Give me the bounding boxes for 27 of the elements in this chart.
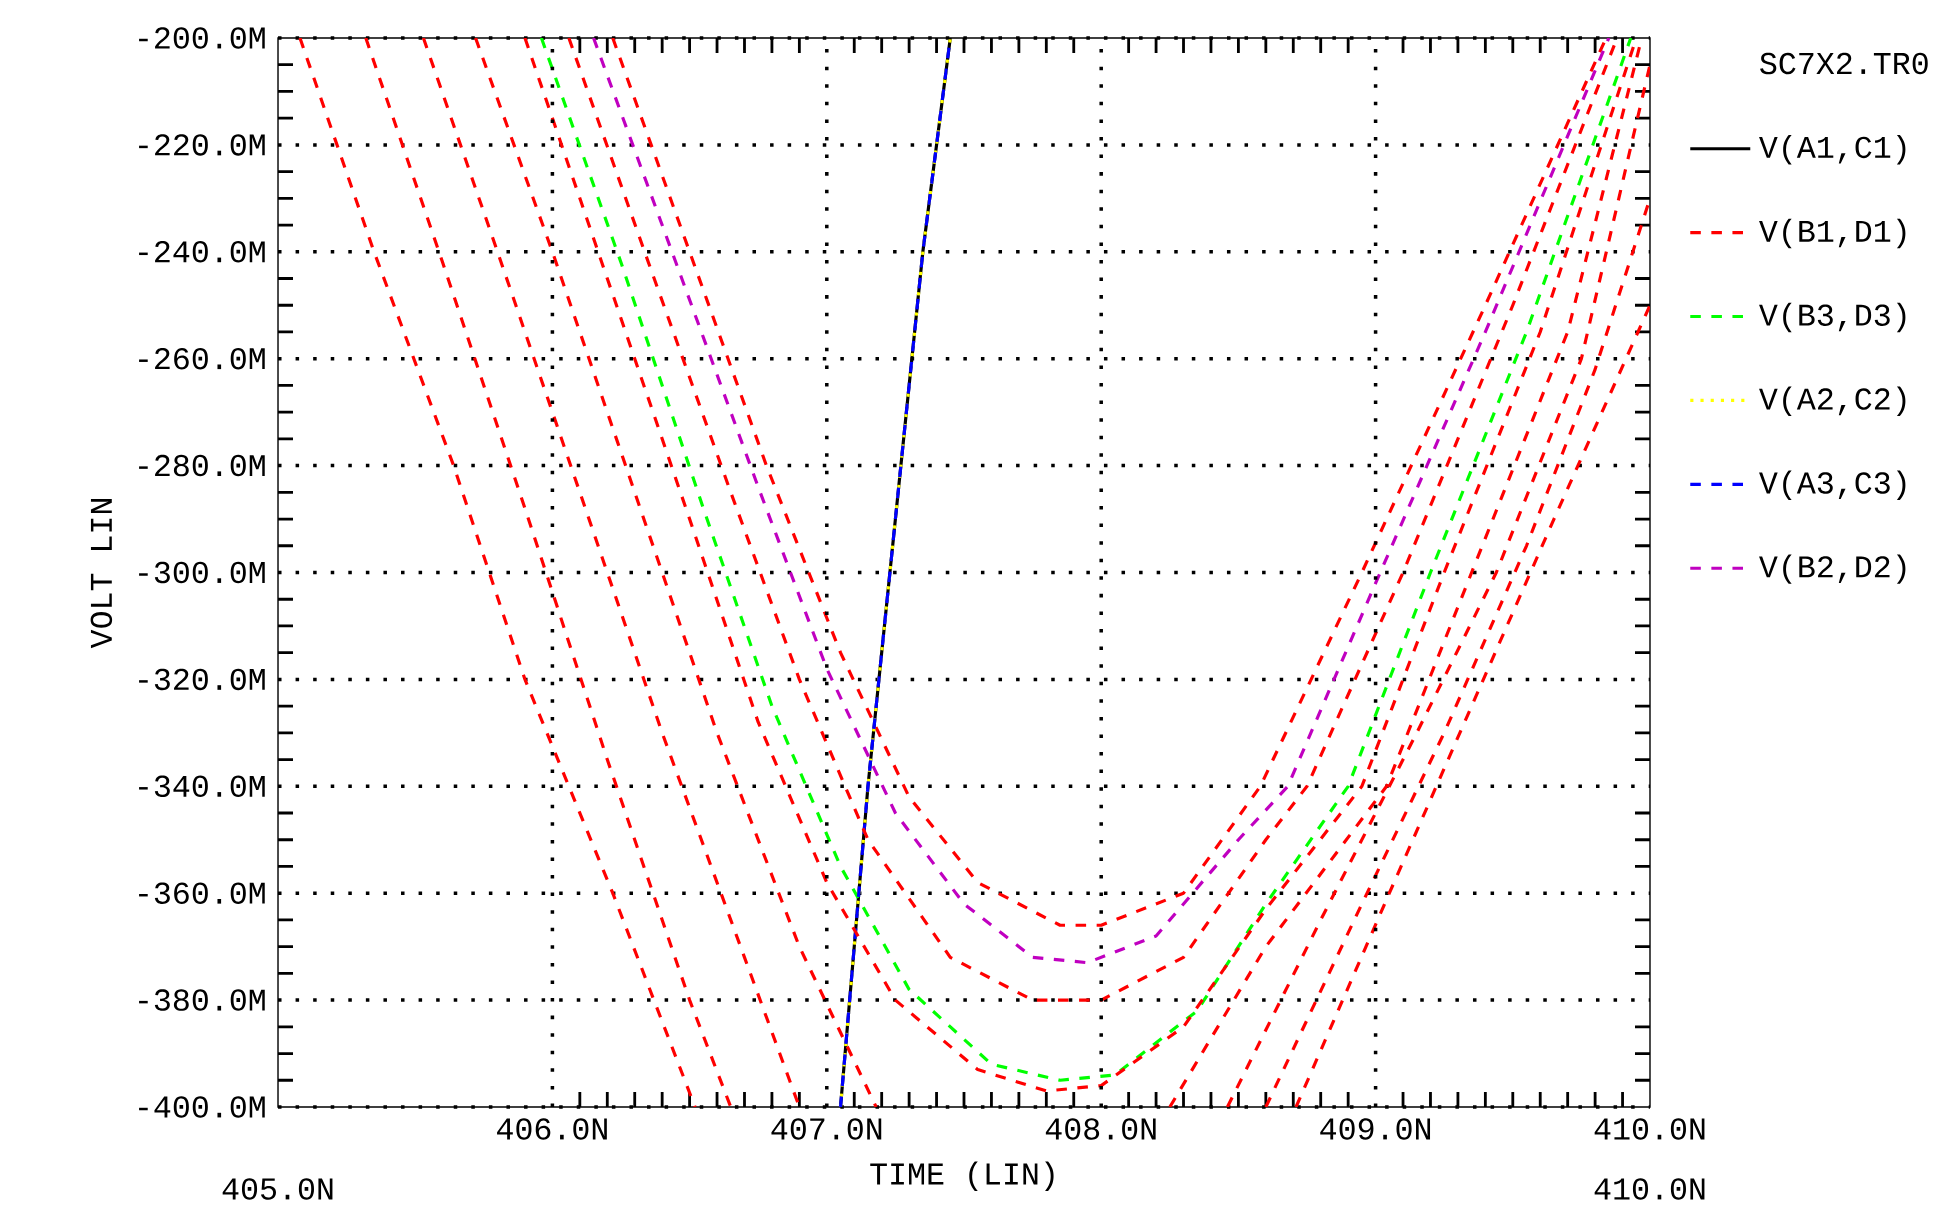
- x-tick-label: 410.0N: [1594, 1118, 1705, 1140]
- y-tick-label: -340.0M: [139, 775, 265, 798]
- y-tick-label: -240.0M: [139, 241, 265, 263]
- y-axis-title: VOLT LIN: [90, 499, 113, 649]
- y-tick-label: -320.0M: [139, 668, 265, 691]
- x-axis-title: TIME (LIN): [870, 1161, 1054, 1191]
- text: 410.0N: [1594, 1178, 1705, 1200]
- legend-label: V(B2,D2): [1759, 554, 1906, 584]
- y-tick-label: -220.0M: [139, 134, 265, 156]
- y-tick-label: -360.0M: [139, 882, 265, 904]
- x-tick-label: 408.0N: [1045, 1118, 1156, 1140]
- y-tick-label: -300.0M: [139, 561, 265, 584]
- legend-title: SC7X2.TR0: [1760, 52, 1928, 75]
- x-tick-label: 409.0N: [1320, 1118, 1431, 1140]
- legend-label: V(B3,D3): [1759, 302, 1906, 333]
- y-tick-label: -260.0M: [139, 347, 265, 370]
- y-tick-label: -400.0M: [139, 1096, 265, 1118]
- legend-label: V(B1,D1): [1759, 218, 1906, 249]
- legend-label: V(A2,C2): [1759, 386, 1906, 417]
- legend-label: V(A1,C1): [1759, 134, 1906, 165]
- y-tick-label: -280.0M: [139, 454, 265, 477]
- x-tick-label: 406.0N: [497, 1118, 607, 1140]
- x-tick-label: 407.0N: [771, 1118, 882, 1140]
- text: 405.0N: [222, 1178, 333, 1200]
- y-tick-label: -380.0M: [139, 989, 265, 1011]
- y-tick-label: -200.0M: [139, 27, 265, 49]
- legend-label: V(A3,C3): [1759, 470, 1906, 500]
